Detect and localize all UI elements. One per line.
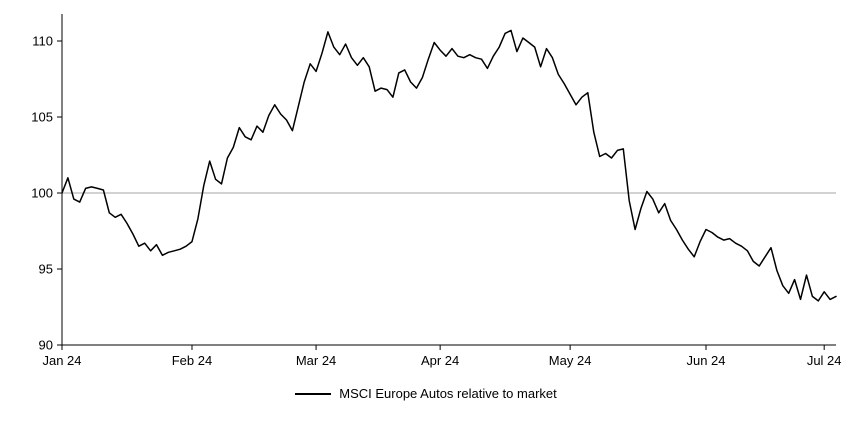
x-tick-label: Jul 24 — [807, 353, 842, 368]
y-tick-label: 110 — [32, 34, 53, 49]
legend-label: MSCI Europe Autos relative to market — [339, 386, 557, 401]
data-series-line — [61, 29, 837, 302]
chart-container: 90 95 100 105 110 Jan 24 Feb 24 Mar 24 Apr 24 May… — [31, 14, 842, 368]
y-tick-label: 105 — [31, 110, 53, 125]
y-tick-label: 90 — [39, 338, 53, 353]
x-tick-label: Jun 24 — [686, 353, 725, 368]
x-tick-label: Jan 24 — [42, 353, 81, 368]
x-tick-label: Apr 24 — [421, 353, 459, 368]
x-tick-label: May 24 — [549, 353, 592, 368]
y-tick-label: 95 — [39, 262, 53, 277]
line-chart: 90 95 100 105 110 Jan 24 Feb 24 Mar 24 Apr 24 May… — [31, 14, 842, 368]
x-tick-label: Feb 24 — [172, 353, 212, 368]
y-tick-label: 100 — [31, 186, 53, 201]
legend: MSCI Europe Autos relative to market — [0, 386, 852, 401]
x-tick-label: Mar 24 — [296, 353, 336, 368]
legend-line-sample — [295, 392, 332, 395]
